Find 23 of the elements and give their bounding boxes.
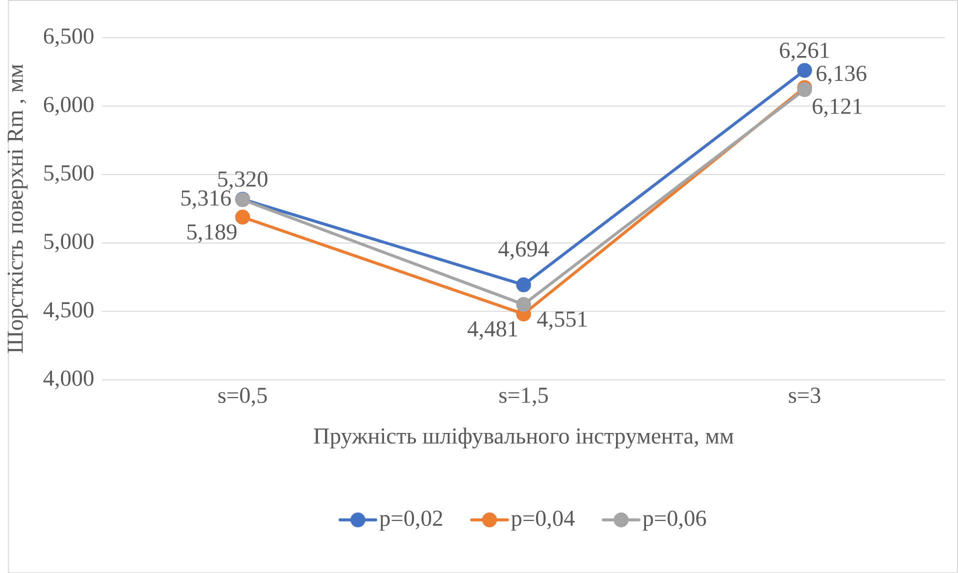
data-label: 4,694 — [498, 241, 549, 260]
y-axis-title: Шорсткість поверхні Rm , мм — [8, 64, 28, 353]
data-label: 6,261 — [780, 42, 829, 62]
y-tick-label: 5,000 — [44, 234, 94, 252]
y-tick-label: 4,500 — [43, 302, 94, 321]
data-label: 6,136 — [816, 66, 866, 84]
y-tick-label: 6,000 — [44, 96, 94, 116]
y-tick-label: 4,000 — [43, 370, 94, 390]
data-label: 4,481 — [468, 321, 518, 340]
legend-label: p=0,06 — [642, 510, 706, 531]
legend-label: p=0,04 — [511, 510, 575, 531]
x-tick-label: s=3 — [788, 388, 820, 403]
data-label: 5,316 — [181, 190, 231, 209]
legend-label: p=0,02 — [380, 510, 442, 531]
data-label: 6,121 — [812, 98, 862, 118]
data-label: 5,320 — [218, 171, 268, 190]
y-tick-label: 6,500 — [44, 28, 94, 47]
y-tick-label: 5,500 — [44, 165, 94, 184]
data-label: 5,189 — [187, 224, 237, 243]
x-axis-title: Пружність шліфувального інструмента, мм — [314, 428, 734, 448]
data-label: 4,551 — [537, 311, 587, 330]
x-tick-label: s=1,5 — [499, 388, 548, 406]
x-tick-label: s=0,5 — [218, 388, 267, 406]
